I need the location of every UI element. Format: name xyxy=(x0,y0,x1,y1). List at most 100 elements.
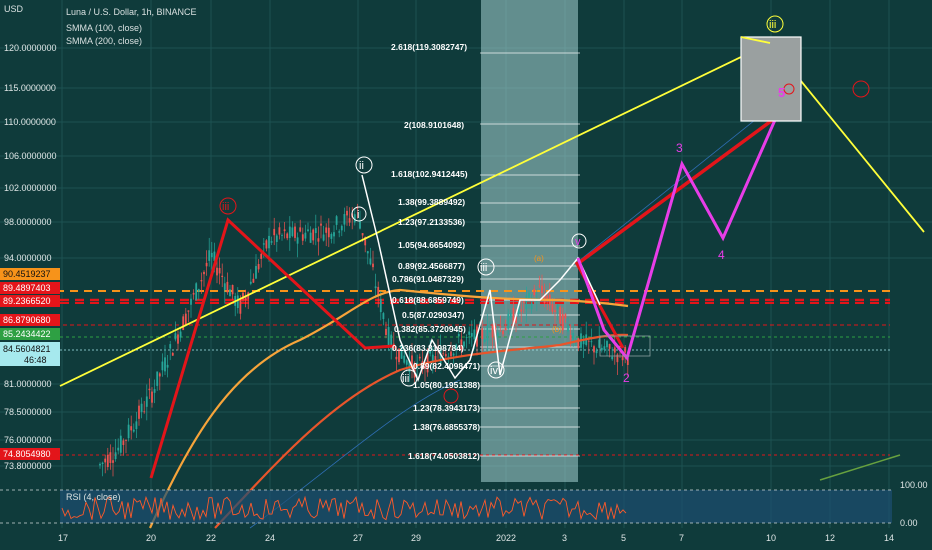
candle-body xyxy=(520,309,523,312)
candle-body xyxy=(278,227,281,235)
candle-body xyxy=(577,338,580,349)
candle-body xyxy=(257,263,260,270)
time-tick: 14 xyxy=(884,533,894,543)
candle-body xyxy=(463,341,465,347)
price-badge: 74.8054980 xyxy=(3,449,51,459)
candle-body xyxy=(208,250,211,261)
candle-body xyxy=(229,289,231,297)
candle-body xyxy=(333,232,335,237)
indicator-1-label[interactable]: SMMA (100, close) xyxy=(66,23,142,33)
candle-body xyxy=(496,332,499,337)
wave-label: ii xyxy=(359,160,364,172)
candle-body xyxy=(343,214,346,225)
white-wave xyxy=(361,174,601,383)
candle-body xyxy=(502,330,504,335)
highlight-region xyxy=(481,0,578,482)
candle-body xyxy=(177,334,179,344)
wave-label: i xyxy=(357,209,359,221)
candle-body xyxy=(364,236,367,246)
candle-body xyxy=(210,252,213,258)
price-badge: 85.2434422 xyxy=(3,329,51,339)
candle-body xyxy=(624,346,627,353)
price-tick: 120.0000000 xyxy=(4,43,57,53)
candle-body xyxy=(148,388,151,391)
wave-label: v xyxy=(575,236,581,248)
candle-body xyxy=(138,405,140,419)
candle-body xyxy=(140,403,143,413)
candle-body xyxy=(122,440,125,446)
candle-body xyxy=(265,240,268,249)
candle-body xyxy=(582,339,585,345)
candle-body xyxy=(452,353,455,356)
candle-body xyxy=(450,351,452,357)
candle-body xyxy=(572,332,575,340)
circled-wave-labels: ii i iii iv v iii iii iii xyxy=(219,15,870,404)
candle-body xyxy=(275,235,278,242)
candle-body xyxy=(338,231,341,233)
price-tick: 106.0000000 xyxy=(4,151,57,161)
price-tick: 78.5000000 xyxy=(4,407,52,417)
candle-body xyxy=(249,281,252,284)
candle-body xyxy=(236,295,239,309)
time-tick: 17 xyxy=(58,533,68,543)
candle-body xyxy=(613,347,616,353)
candle-body xyxy=(455,344,458,349)
wave-label: 5 xyxy=(778,85,785,100)
candle-body xyxy=(268,235,270,249)
candle-body xyxy=(281,235,283,236)
candle-body xyxy=(273,228,276,236)
indicator-2-label[interactable]: SMMA (200, close) xyxy=(66,36,142,46)
candle-body xyxy=(621,355,624,361)
target-box[interactable] xyxy=(740,36,802,122)
candle-body xyxy=(286,233,289,239)
candle-body xyxy=(187,310,190,312)
candle-body xyxy=(590,341,593,343)
candle-body xyxy=(314,228,317,234)
candle-body xyxy=(569,335,572,340)
candle-body xyxy=(197,289,200,292)
candle-body xyxy=(252,278,255,283)
candle-body xyxy=(304,232,307,239)
price-badge: 89.4897403 xyxy=(3,283,51,293)
candle-body xyxy=(132,429,135,432)
fib-label: 0.618(88.6859749) xyxy=(392,295,464,305)
candle-body xyxy=(184,313,187,325)
candle-body xyxy=(457,333,460,337)
candle-body xyxy=(325,227,328,233)
candle-body xyxy=(379,299,382,313)
candle-body xyxy=(447,356,450,358)
candle-body xyxy=(611,356,614,360)
fib-label: 1.618(102.9412445) xyxy=(391,169,468,179)
candle-body xyxy=(190,298,192,305)
candle-body xyxy=(424,365,426,369)
candle-body xyxy=(559,306,562,324)
candle-body xyxy=(312,229,315,241)
candle-body xyxy=(413,363,416,378)
candle-body xyxy=(603,346,606,350)
candle-body xyxy=(182,316,185,331)
candle-body xyxy=(504,327,507,331)
candle-body xyxy=(255,266,257,279)
rsi-level-bottom: 0.00 xyxy=(900,518,918,528)
candle-body xyxy=(608,344,611,349)
candle-body xyxy=(468,331,471,335)
green-short-line xyxy=(819,454,901,481)
candle-body xyxy=(99,463,101,466)
candle-body xyxy=(489,330,491,332)
candle-body xyxy=(112,460,114,463)
candle-body xyxy=(101,462,104,465)
candle-body xyxy=(551,304,554,312)
fib-label: 0.382(85.3720945) xyxy=(394,324,466,334)
candle-body xyxy=(262,243,265,245)
candle-body xyxy=(385,328,387,335)
fib-label: 1.38(99.3889492) xyxy=(398,197,465,207)
candle-body xyxy=(538,285,541,287)
price-tick: 94.0000000 xyxy=(4,253,52,263)
candle-body xyxy=(192,292,195,295)
rsi-label[interactable]: RSI (4, close) xyxy=(66,492,121,502)
candle-body xyxy=(221,275,224,278)
current-range-box xyxy=(599,335,651,357)
rsi-line xyxy=(61,495,627,522)
candle-body xyxy=(390,334,393,350)
